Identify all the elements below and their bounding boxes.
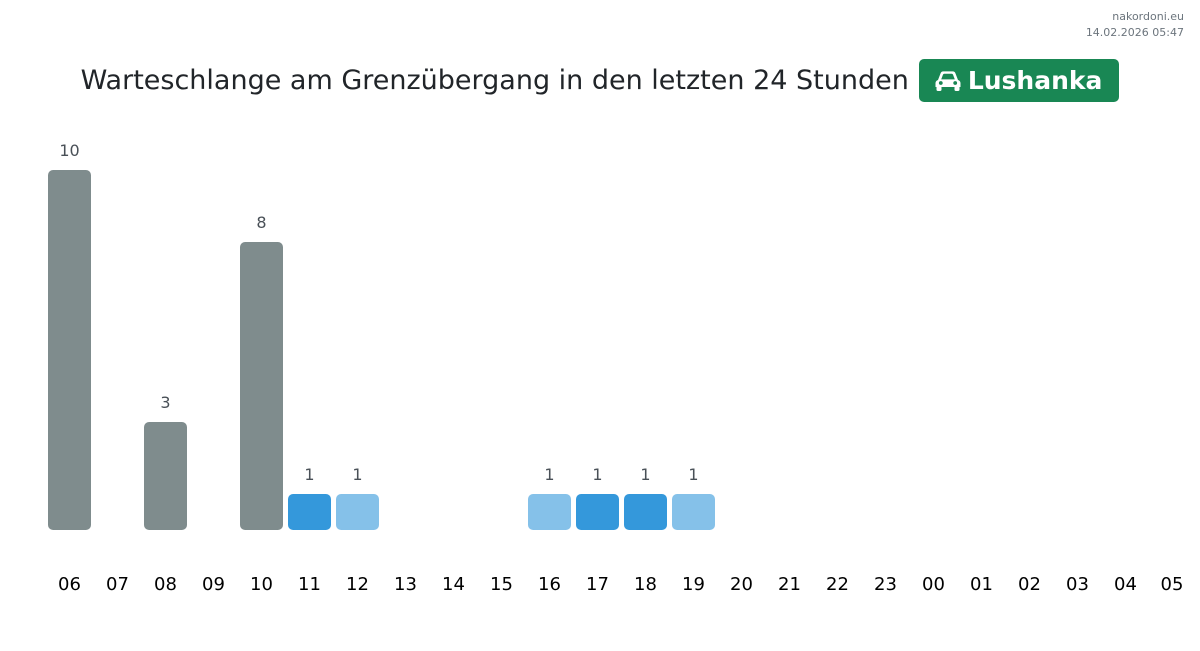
value-label-11: 1 [304, 465, 314, 484]
value-label-08: 3 [160, 393, 170, 412]
value-label-12: 1 [352, 465, 362, 484]
hour-label-21: 21 [778, 574, 801, 595]
hour-label-09: 09 [202, 574, 225, 595]
hour-label-00: 00 [922, 574, 945, 595]
hour-label-19: 19 [682, 574, 705, 595]
page-title: Warteschlange am Grenzübergang in den le… [80, 65, 909, 96]
hour-label-20: 20 [730, 574, 753, 595]
site-name: nakordoni.eu [1112, 10, 1184, 23]
timestamp: 14.02.2026 05:47 [1085, 26, 1184, 39]
bar-06 [48, 170, 91, 530]
hour-label-15: 15 [490, 574, 513, 595]
hour-label-07: 07 [106, 574, 129, 595]
hour-label-16: 16 [538, 574, 561, 595]
bar-10 [240, 242, 283, 530]
hour-label-03: 03 [1066, 574, 1089, 595]
hour-label-22: 22 [826, 574, 849, 595]
value-label-18: 1 [640, 465, 650, 484]
value-label-06: 10 [59, 141, 79, 160]
value-label-10: 8 [256, 213, 266, 232]
bar-11 [288, 494, 331, 530]
bar-19 [672, 494, 715, 530]
value-label-17: 1 [592, 465, 602, 484]
hour-label-05: 05 [1161, 574, 1184, 595]
hour-label-12: 12 [346, 574, 369, 595]
value-label-16: 1 [544, 465, 554, 484]
crossing-name: Lushanka [967, 66, 1103, 95]
bar-18 [624, 494, 667, 530]
hour-label-04: 04 [1114, 574, 1137, 595]
bar-16 [528, 494, 571, 530]
chart-header: Warteschlange am Grenzübergang in den le… [0, 59, 1200, 102]
hour-label-17: 17 [586, 574, 609, 595]
bar-17 [576, 494, 619, 530]
hour-label-06: 06 [58, 574, 81, 595]
hour-label-02: 02 [1018, 574, 1041, 595]
hour-label-23: 23 [874, 574, 897, 595]
crossing-badge[interactable]: Lushanka [918, 59, 1120, 102]
hour-label-01: 01 [970, 574, 993, 595]
hour-label-11: 11 [298, 574, 321, 595]
site-meta: nakordoni.eu 14.02.2026 05:47 [1086, 9, 1184, 41]
bar-08 [144, 422, 187, 530]
bar-12 [336, 494, 379, 530]
hour-label-18: 18 [634, 574, 657, 595]
value-label-19: 1 [688, 465, 698, 484]
hour-label-13: 13 [394, 574, 417, 595]
hour-label-10: 10 [250, 574, 273, 595]
hour-label-14: 14 [442, 574, 465, 595]
hour-label-08: 08 [154, 574, 177, 595]
car-icon [934, 69, 962, 93]
